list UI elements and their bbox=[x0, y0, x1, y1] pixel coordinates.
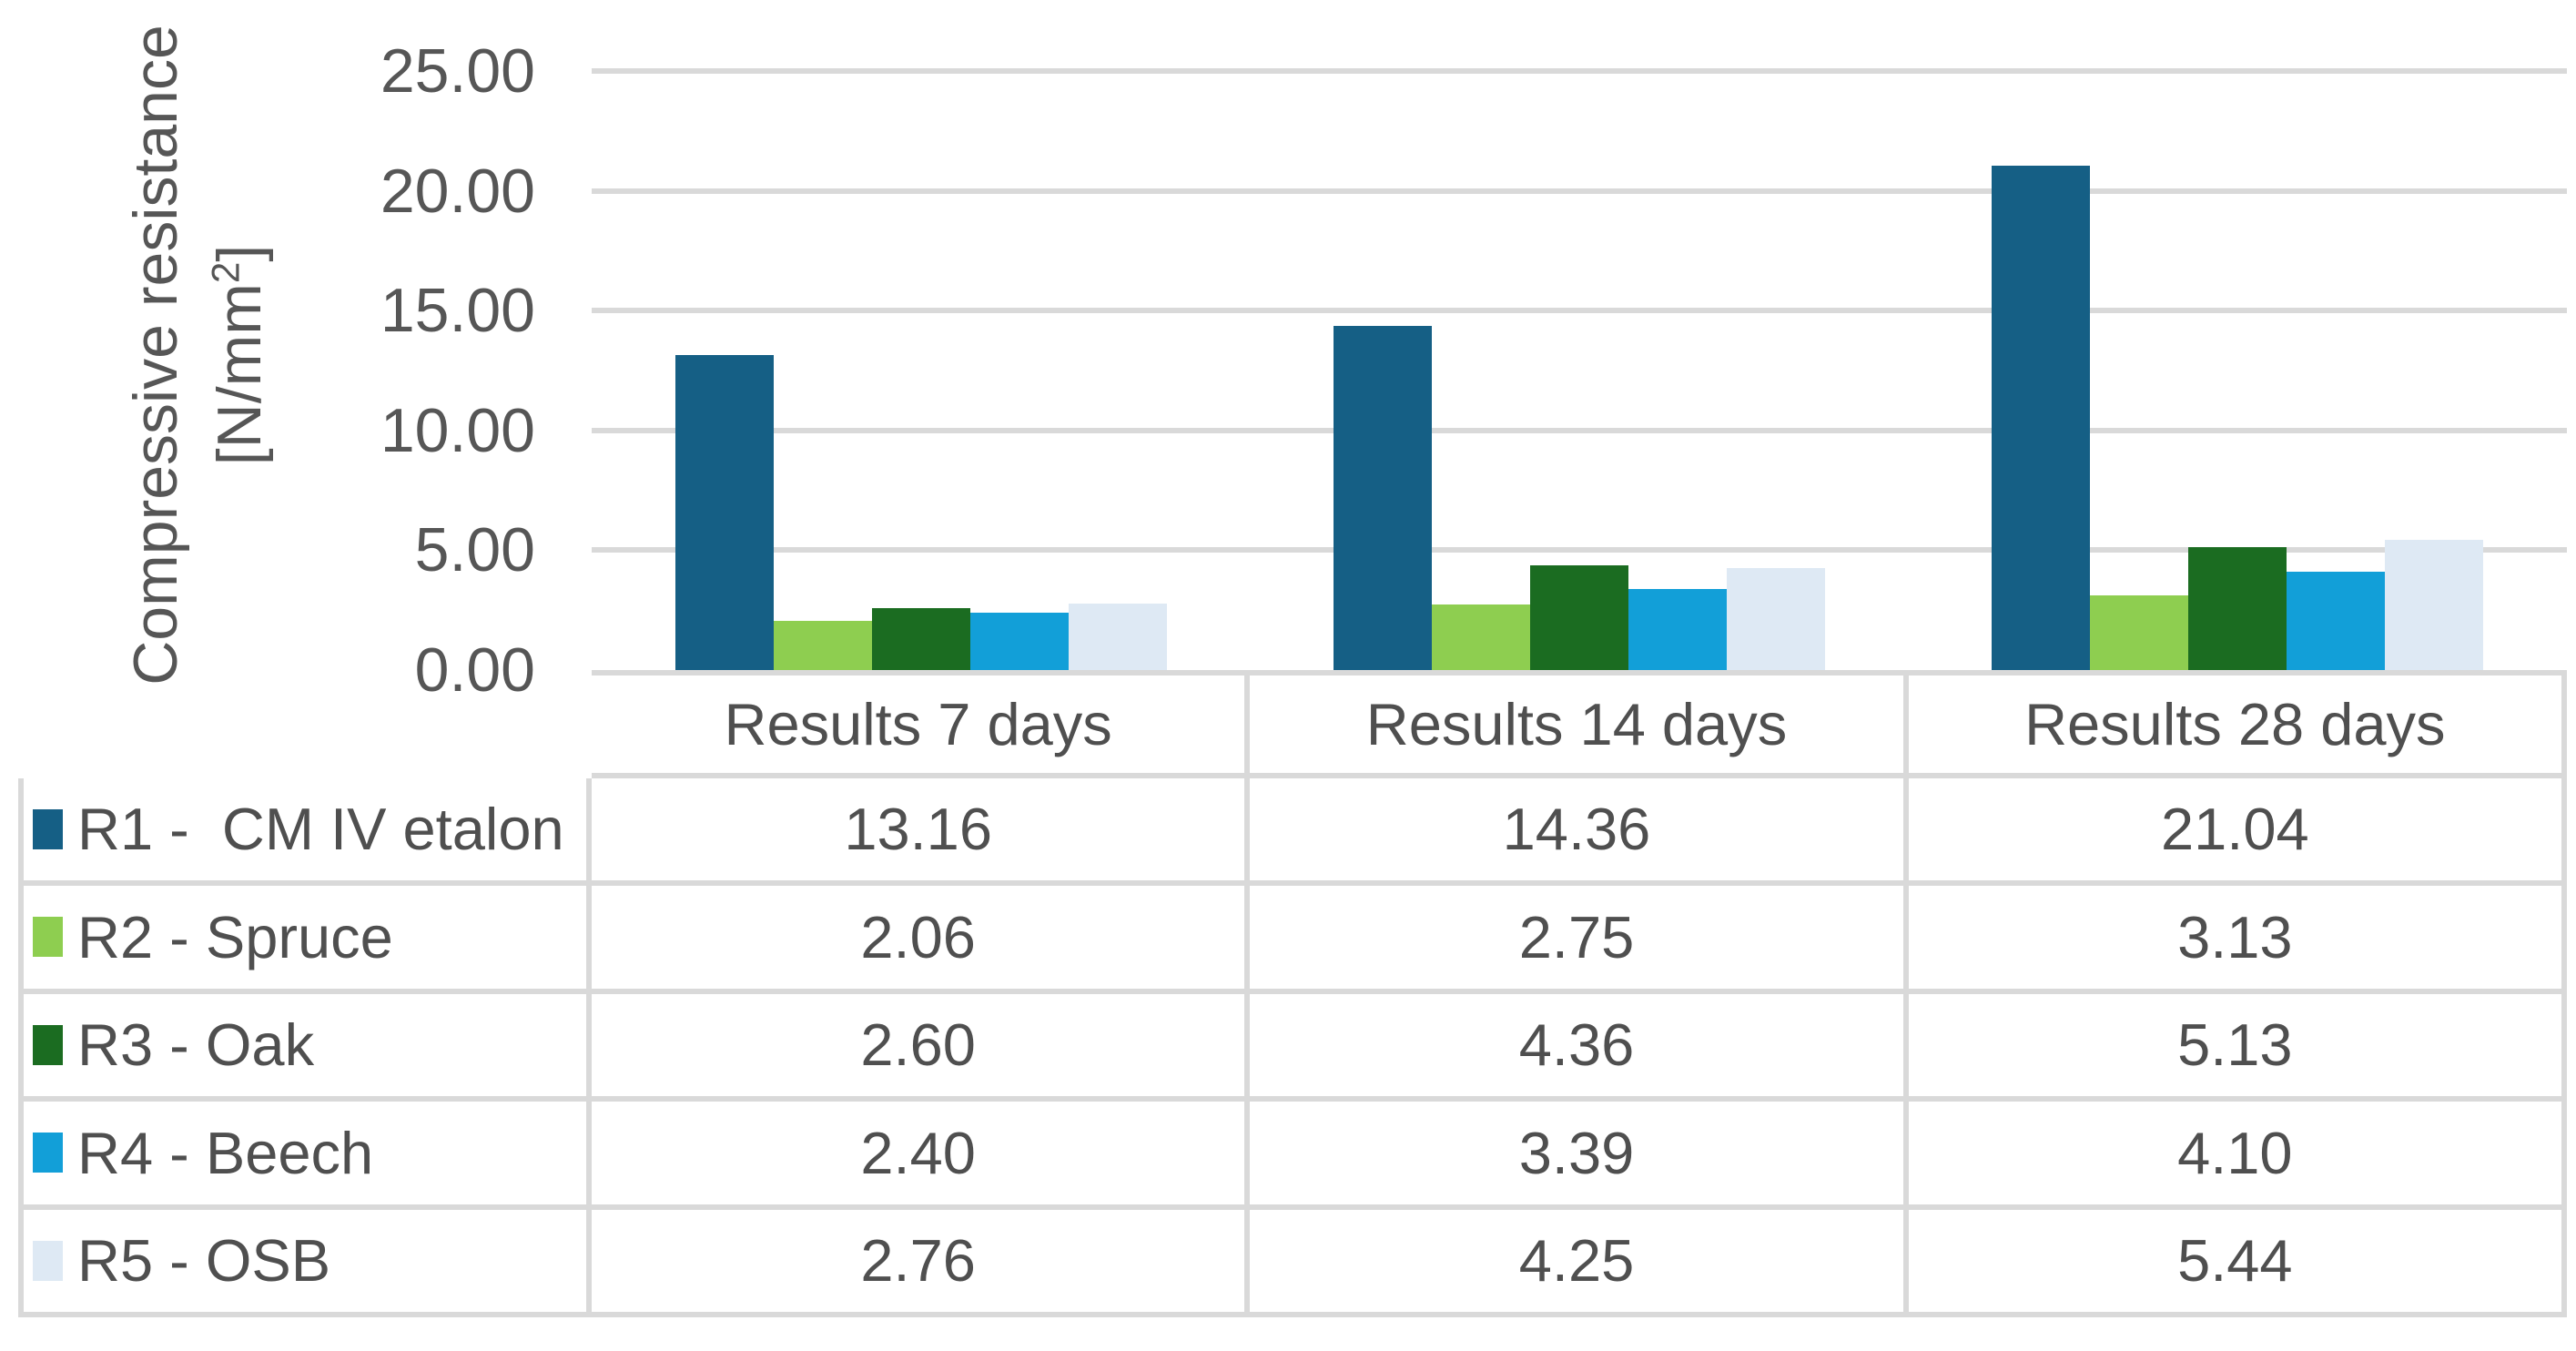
series-label-cell-r1: R1 - CM IV etalon bbox=[18, 777, 592, 886]
series-label: R5 - OSB bbox=[77, 1227, 331, 1295]
value-cell-r3-results-28-days: 5.13 bbox=[1908, 993, 2567, 1102]
value-cell-r1-results-28-days: 21.04 bbox=[1908, 777, 2567, 886]
gridline-25 bbox=[592, 68, 2567, 74]
y-tick-label-0: 0.00 bbox=[414, 635, 535, 705]
bar-r3-results-28-days bbox=[2188, 546, 2287, 670]
y-tick-label-20: 20.00 bbox=[380, 156, 535, 226]
series-label-cell-r3: R3 - Oak bbox=[18, 993, 592, 1102]
bar-r2-results-28-days bbox=[2090, 594, 2189, 670]
series-label-cell-r2: R2 - Spruce bbox=[18, 886, 592, 994]
y-tick-label-5: 5.00 bbox=[414, 515, 535, 585]
legend-swatch-r1 bbox=[33, 808, 63, 849]
value-cell-r2-results-7-days: 2.06 bbox=[592, 886, 1251, 994]
column-header-results-7-days: Results 7 days bbox=[592, 670, 1251, 778]
gridline-20 bbox=[592, 188, 2567, 194]
value-cell-r1-results-14-days: 14.36 bbox=[1250, 777, 1909, 886]
value-cell-r2-results-14-days: 2.75 bbox=[1250, 886, 1909, 994]
bar-r4-results-28-days bbox=[2287, 572, 2386, 670]
series-label: R1 - CM IV etalon bbox=[77, 796, 564, 863]
y-tick-label-25: 25.00 bbox=[380, 36, 535, 106]
bar-r1-results-14-days bbox=[1334, 326, 1432, 670]
series-label: R3 - Oak bbox=[77, 1011, 315, 1079]
bar-r1-results-7-days bbox=[674, 354, 774, 670]
bar-r5-results-14-days bbox=[1727, 568, 1825, 670]
bar-r3-results-14-days bbox=[1530, 565, 1628, 670]
series-label: R2 - Spruce bbox=[77, 903, 393, 970]
y-tick-label-15: 15.00 bbox=[380, 276, 535, 346]
value-cell-r4-results-7-days: 2.40 bbox=[592, 1102, 1251, 1210]
bar-r2-results-7-days bbox=[773, 620, 872, 670]
bar-r5-results-7-days bbox=[1068, 604, 1167, 670]
legend-swatch-r3 bbox=[33, 1024, 63, 1065]
series-label-cell-r5: R5 - OSB bbox=[18, 1209, 592, 1317]
legend-swatch-r5 bbox=[33, 1240, 63, 1281]
value-cell-r3-results-14-days: 4.36 bbox=[1250, 993, 1909, 1102]
data-table: Results 7 days Results 14 days Results 28 … bbox=[18, 670, 2567, 1317]
series-label-cell-r4: R4 - Beech bbox=[18, 1102, 592, 1210]
gridline-15 bbox=[592, 308, 2567, 314]
value-cell-r3-results-7-days: 2.60 bbox=[592, 993, 1251, 1102]
y-tick-label-10: 10.00 bbox=[380, 395, 535, 465]
y-axis-unit-suffix: ] bbox=[205, 244, 274, 262]
value-cell-r5-results-7-days: 2.76 bbox=[592, 1209, 1251, 1317]
bar-r3-results-7-days bbox=[871, 607, 970, 670]
legend-swatch-r2 bbox=[33, 917, 63, 958]
series-label: R4 - Beech bbox=[77, 1119, 374, 1186]
value-cell-r1-results-7-days: 13.16 bbox=[592, 777, 1251, 886]
bar-r2-results-14-days bbox=[1432, 604, 1530, 670]
bar-r1-results-28-days bbox=[1992, 166, 2091, 670]
column-header-results-28-days: Results 28 days bbox=[1908, 670, 2567, 778]
bar-r5-results-28-days bbox=[2385, 539, 2484, 670]
value-cell-r5-results-14-days: 4.25 bbox=[1250, 1209, 1909, 1317]
table-corner-cell bbox=[18, 670, 592, 778]
gridline-5 bbox=[592, 547, 2567, 554]
column-header-results-14-days: Results 14 days bbox=[1250, 670, 1909, 778]
value-cell-r4-results-28-days: 4.10 bbox=[1908, 1102, 2567, 1210]
bar-r4-results-7-days bbox=[969, 612, 1069, 670]
bar-r4-results-14-days bbox=[1628, 588, 1727, 670]
legend-swatch-r4 bbox=[33, 1133, 63, 1173]
gridline-10 bbox=[592, 427, 2567, 433]
value-cell-r2-results-28-days: 3.13 bbox=[1908, 886, 2567, 994]
value-cell-r5-results-28-days: 5.44 bbox=[1908, 1209, 2567, 1317]
value-cell-r4-results-14-days: 3.39 bbox=[1250, 1102, 1909, 1210]
